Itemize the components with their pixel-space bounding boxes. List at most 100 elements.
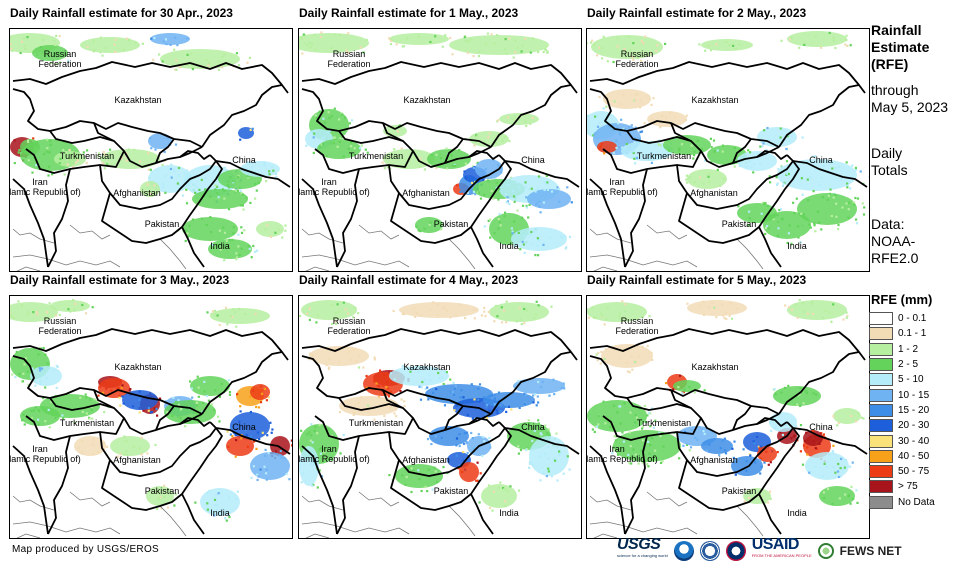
rainfall-pixel [80, 450, 84, 453]
rainfall-pixel [497, 164, 500, 167]
rainfall-pixel [476, 161, 479, 164]
rainfall-pixel [505, 488, 508, 491]
rainfall-pixel [593, 430, 596, 433]
rainfall-pixel [415, 312, 418, 315]
rainfall-pixel [163, 495, 166, 498]
country-border [444, 138, 464, 164]
coastline [12, 254, 121, 268]
rainfall-pixel [204, 176, 207, 180]
country-border [179, 417, 211, 427]
rainfall-pixel [348, 350, 351, 353]
country-border [624, 168, 648, 268]
rainfall-pixel [418, 477, 421, 481]
rainfall-pixel [621, 146, 624, 149]
rainfall-pixel [399, 390, 402, 393]
rainfall-pixel [365, 386, 368, 389]
coastline [301, 495, 344, 511]
rainfall-pixel [412, 468, 415, 471]
rainfall-pixel [432, 301, 435, 304]
rainfall-pixel [446, 167, 449, 170]
rainfall-pixel [852, 201, 855, 204]
rainfall-pixel [68, 148, 71, 152]
rainfall-pixel [186, 169, 189, 172]
rainfall-pixel [708, 180, 711, 183]
rainfall-pixel [651, 437, 654, 440]
rainfall-pixel [308, 358, 311, 361]
rainfall-pixel [615, 139, 618, 142]
rainfall-pixel [124, 155, 127, 158]
rainfall-pixel [26, 36, 29, 39]
rainfall-pixel [594, 115, 597, 118]
rainfall-pixel [55, 34, 58, 37]
rainfall-pixel [308, 307, 311, 310]
rainfall-pixel [554, 459, 557, 462]
rainfall-pixel [176, 182, 179, 185]
rainfall-pixel [780, 166, 783, 169]
rainfall-pixel [800, 177, 803, 180]
rainfall-pixel [732, 44, 735, 47]
rainfall-pixel [719, 184, 722, 187]
rainfall-pixel [440, 228, 443, 231]
rainfall-pixel [345, 49, 348, 52]
rainfall-pixel [742, 448, 745, 451]
rainfall-area [226, 436, 254, 456]
rainfall-pixel [342, 301, 345, 304]
rainfall-pixel [40, 367, 44, 370]
rainfall-pixel [599, 362, 602, 365]
coastline [16, 533, 41, 538]
rainfall-pixel [521, 204, 525, 207]
rainfall-pixel [752, 440, 755, 443]
rainfall-pixel [306, 44, 309, 47]
rainfall-pixel [772, 218, 775, 221]
rainfall-pixel [435, 166, 438, 169]
legend-swatch [869, 342, 893, 356]
rainfall-pixel [647, 465, 650, 468]
rainfall-pixel [213, 309, 216, 312]
rainfall-pixel [316, 432, 319, 435]
rainfall-pixel [125, 159, 128, 162]
rainfall-pixel [693, 150, 696, 153]
rainfall-pixel [462, 459, 465, 462]
rainfall-pixel [238, 253, 241, 256]
rainfall-pixel [383, 414, 386, 417]
rainfall-pixel [213, 514, 216, 517]
rainfall-pixel [597, 414, 600, 417]
rainfall-pixel [685, 114, 688, 117]
rainfall-pixel [206, 502, 209, 505]
rainfall-area [299, 33, 369, 53]
rainfall-pixel [747, 149, 750, 152]
rainfall-pixel [300, 481, 303, 484]
rainfall-pixel [738, 165, 742, 168]
rainfall-pixel [149, 411, 152, 414]
rainfall-pixel [849, 465, 852, 468]
rainfall-pixel [455, 454, 458, 457]
rainfall-pixel [628, 431, 631, 434]
country-border [155, 138, 175, 164]
rainfall-pixel [542, 50, 545, 54]
rainfall-pixel [818, 184, 821, 187]
rainfall-pixel [766, 225, 769, 228]
rainfall-pixel [373, 358, 377, 361]
rainfall-pixel [315, 116, 319, 119]
rainfall-pixel [27, 159, 30, 162]
rainfall-pixel [288, 478, 291, 481]
rainfall-pixel [328, 358, 331, 361]
rainfall-pixel [390, 39, 393, 42]
legend-item: 50 - 75 [869, 464, 965, 479]
rainfall-pixel [591, 39, 594, 42]
rainfall-pixel [217, 60, 220, 63]
rainfall-pixel [497, 218, 500, 221]
rainfall-pixel [185, 188, 188, 191]
rainfall-pixel [725, 40, 728, 44]
rainfall-pixel [645, 421, 648, 424]
rainfall-pixel [649, 412, 652, 415]
rainfall-pixel [193, 411, 197, 414]
rainfall-pixel [409, 370, 412, 373]
rainfall-pixel [483, 310, 486, 313]
doi-seal-icon [699, 540, 720, 561]
rainfall-pixel [479, 472, 482, 475]
rainfall-pixel [210, 231, 213, 234]
rainfall-pixel [523, 307, 526, 311]
rainfall-pixel [34, 406, 37, 409]
rainfall-pixel [341, 113, 344, 116]
